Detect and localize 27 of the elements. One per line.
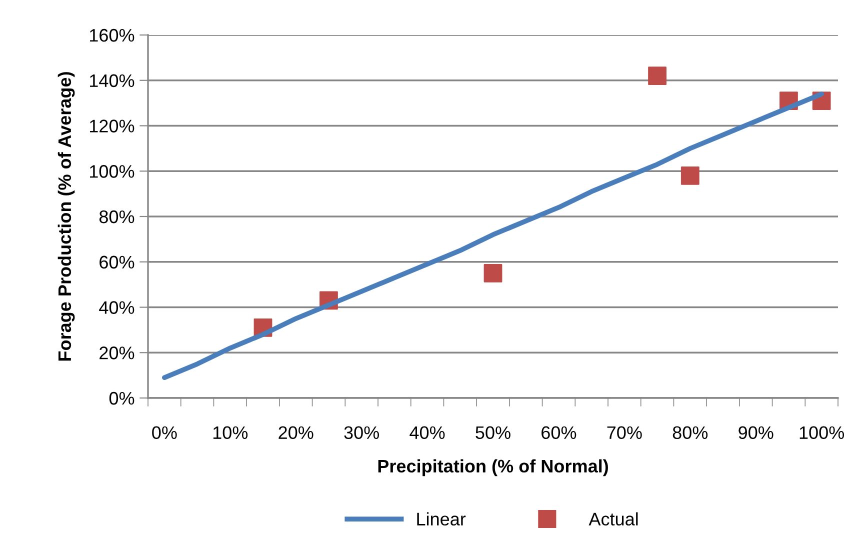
- y-tick-label: 120%: [90, 120, 134, 132]
- y-tick-label: 80%: [99, 210, 134, 224]
- y-tick-label: 20%: [100, 346, 134, 360]
- y-axis-title: Forage Production (% of Average): [58, 72, 75, 361]
- legend-label: Linear: [417, 512, 466, 526]
- x-tick-label: 40%: [410, 426, 445, 440]
- x-tick-label: 30%: [344, 426, 379, 440]
- point: [680, 166, 700, 185]
- point: [648, 66, 666, 86]
- x-tick-label: 90%: [738, 426, 774, 440]
- x-tick-label: 60%: [542, 426, 576, 440]
- y-tick-label: 60%: [100, 256, 134, 269]
- x-tick-label: 0%: [152, 426, 177, 440]
- y-tick-label: 0%: [109, 392, 134, 405]
- y-tick-label: 40%: [99, 301, 134, 314]
- x-axis-title: Precipitation (% of Normal): [378, 459, 608, 476]
- x-tick-label: 100%: [800, 426, 844, 440]
- x-tick-label: 80%: [672, 426, 708, 440]
- x-tick-label: 10%: [213, 426, 248, 440]
- y-tick-label: 140%: [90, 74, 134, 88]
- y-tick-label: 100%: [90, 165, 134, 178]
- x-tick-label: 70%: [607, 426, 642, 440]
- x-tick-label: 20%: [278, 426, 314, 440]
- y-tick-label: 160%: [90, 28, 134, 42]
- legend-label: Actual: [588, 512, 638, 526]
- x-tick-label: 50%: [476, 426, 510, 440]
- point: [484, 264, 502, 282]
